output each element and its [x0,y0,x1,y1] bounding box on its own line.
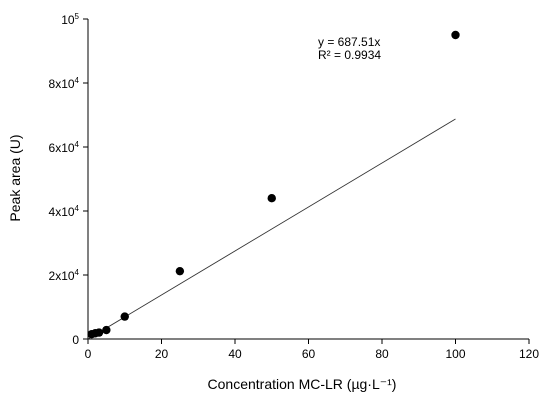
x-tick-label: 120 [519,347,539,361]
x-tick-label: 100 [445,347,465,361]
regression-line [87,118,456,340]
y-axis: 0 2x104 4x104 6x104 8x104 105 [49,12,89,347]
y-tick-label: 0 [72,333,79,347]
data-point [120,312,129,321]
x-tick-label: 20 [155,347,169,361]
y-tick-label: 8x104 [49,76,80,91]
fit-equation: y = 687.51x [318,35,380,49]
r-squared: R² = 0.9934 [318,48,381,62]
x-tick-label: 0 [85,347,92,361]
x-axis: 0 20 40 60 80 100 120 [85,338,539,361]
data-point [451,30,460,40]
data-points [87,30,460,339]
y-tick-label: 2x104 [49,268,80,283]
x-tick-label: 80 [375,347,389,361]
data-point [267,194,276,203]
data-point [102,325,111,335]
y-axis-title: Peak area (U) [7,134,23,221]
y-tick-label: 105 [61,12,79,27]
x-tick-label: 40 [228,347,242,361]
x-tick-label: 60 [302,347,316,361]
fit-line-group [87,118,456,340]
y-tick-label: 6x104 [49,140,80,155]
y-tick-label: 4x104 [49,204,80,219]
data-point [175,266,185,276]
data-point [94,328,104,337]
x-axis-title: Concentration MC-LR (µg·L⁻¹) [208,376,397,392]
